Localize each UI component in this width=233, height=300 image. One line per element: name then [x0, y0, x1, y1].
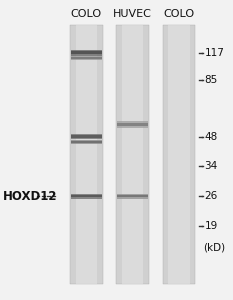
Bar [71, 140, 102, 144]
Bar [76, 25, 97, 284]
Text: 19: 19 [205, 221, 218, 231]
Bar [117, 123, 148, 126]
Text: 117: 117 [205, 48, 224, 58]
Text: 48: 48 [205, 132, 218, 142]
Bar [71, 194, 102, 199]
Bar [71, 52, 102, 54]
Bar [71, 50, 102, 56]
Bar [117, 194, 148, 199]
Text: HUVEC: HUVEC [113, 9, 152, 19]
Bar [71, 141, 102, 142]
Bar [122, 25, 143, 284]
Text: 85: 85 [205, 75, 218, 85]
Bar [168, 25, 190, 284]
Bar [70, 25, 103, 284]
Bar [117, 195, 148, 197]
Bar [71, 56, 102, 59]
Text: COLO: COLO [71, 9, 102, 19]
Bar [71, 195, 102, 197]
Text: HOXD12: HOXD12 [3, 190, 58, 203]
Bar [163, 25, 195, 284]
Bar [116, 25, 149, 284]
Text: (kD): (kD) [203, 242, 226, 252]
Text: 26: 26 [205, 191, 218, 201]
Bar [117, 121, 148, 128]
Text: COLO: COLO [164, 9, 195, 19]
Bar [71, 136, 102, 138]
Bar [71, 134, 102, 139]
Bar [71, 57, 102, 58]
Text: 34: 34 [205, 161, 218, 171]
